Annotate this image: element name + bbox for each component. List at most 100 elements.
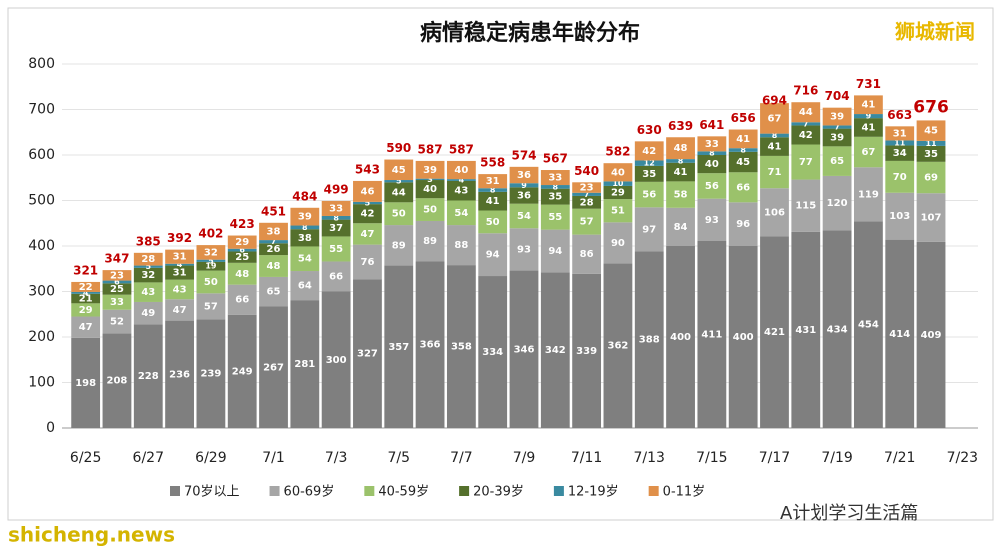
segment-label: 32 [204,247,218,258]
total-label: 499 [324,182,349,196]
segment-label: 5 [365,199,371,208]
bar-segment [259,276,288,307]
total-label: 451 [261,204,286,218]
bar-segment [885,126,915,141]
total-label: 694 [762,94,787,108]
bar-segment [791,144,821,180]
legend-label: 40-59岁 [378,485,429,500]
segment-label: 54 [298,254,312,265]
segment-label: 249 [232,366,253,377]
segment-label: 48 [674,143,688,154]
bar-segment [227,262,257,285]
total-label: 484 [292,189,317,203]
segment-label: 65 [267,287,281,298]
y-tick-label: 800 [28,56,55,72]
bar-segment [822,230,852,428]
segment-label: 120 [827,198,848,209]
segment-label: 35 [642,169,656,180]
segment-label: 208 [107,376,128,387]
bar-segment [133,301,163,325]
bar-segment [572,195,602,209]
segment-label: 4 [459,176,465,185]
segment-label: 50 [423,205,437,216]
x-tick-label: 6/27 [133,450,164,466]
x-tick-label: 7/5 [387,450,410,466]
segment-label: 434 [827,324,848,335]
segment-label: 89 [423,236,437,247]
bar-segment [634,160,664,166]
segment-label: 70 [893,172,907,183]
bar-segment [760,155,789,189]
total-label: 385 [136,234,161,248]
segment-label: 107 [921,213,942,224]
segment-label: 66 [736,182,750,193]
segment-label: 67 [861,147,875,158]
y-tick-label: 0 [46,420,55,436]
bar-segment [196,259,226,262]
segment-label: 8 [553,182,559,191]
bar-segment [133,252,163,266]
total-label: 731 [856,77,881,91]
total-label: 704 [825,89,850,103]
bar-segment [165,249,194,264]
bar-segment [321,291,351,428]
segment-label: 45 [924,126,938,137]
segment-label: 33 [705,139,719,150]
bar-segment [165,263,194,266]
segment-label: 8 [740,145,746,154]
bar-segment [290,229,320,247]
bar-segment [697,173,727,199]
bar-segment [227,251,257,263]
bar-segment [165,279,194,300]
segment-label: 43 [173,284,187,295]
watermark: A计划学习生活篇 [780,503,918,524]
bar-segment [353,180,382,202]
bar-segment [885,160,915,193]
legend-label: 0-11岁 [663,485,706,500]
segment-label: 21 [79,294,93,305]
bar-segment [133,282,163,302]
segment-label: 88 [454,240,468,251]
bar-segment [509,270,539,428]
bar-segment [697,240,727,428]
bar-segment [509,187,539,204]
total-label: 587 [449,142,474,156]
bar-segment [102,333,132,428]
total-label: 641 [699,118,724,132]
bar-segment [102,283,132,295]
bar-segment [697,136,727,152]
segment-label: 33 [110,297,124,308]
x-tick-label: 7/23 [947,450,978,466]
segment-label: 26 [267,244,281,255]
bar-segment [353,201,382,205]
segment-label: 9 [521,181,527,190]
segment-label: 34 [893,148,907,159]
bar-segment [196,261,226,271]
bar-segment [415,180,445,199]
bar-segment [540,229,570,273]
y-tick-label: 400 [28,238,55,254]
total-label: 630 [637,123,662,137]
segment-label: 43 [141,287,155,298]
bar-segment [509,183,539,188]
segment-label: 8 [302,223,308,232]
bar-segment [415,178,445,181]
bar-segment [728,129,758,149]
segment-label: 388 [639,335,660,346]
bar-segment [321,200,351,216]
total-label: 540 [574,164,599,178]
segment-label: 51 [611,206,625,217]
y-tick-label: 200 [28,329,55,345]
segment-label: 7 [584,190,590,199]
segment-label: 11 [925,139,937,148]
x-tick-label: 6/29 [195,450,226,466]
segment-label: 38 [298,233,312,244]
segment-label: 334 [482,347,503,358]
segment-label: 54 [454,208,468,219]
segment-label: 28 [580,197,594,208]
x-tick-label: 7/11 [571,450,602,466]
x-tick-label: 7/19 [821,450,852,466]
bar-segment [196,270,226,294]
legend-swatch [364,486,375,496]
total-label: 567 [543,152,568,166]
